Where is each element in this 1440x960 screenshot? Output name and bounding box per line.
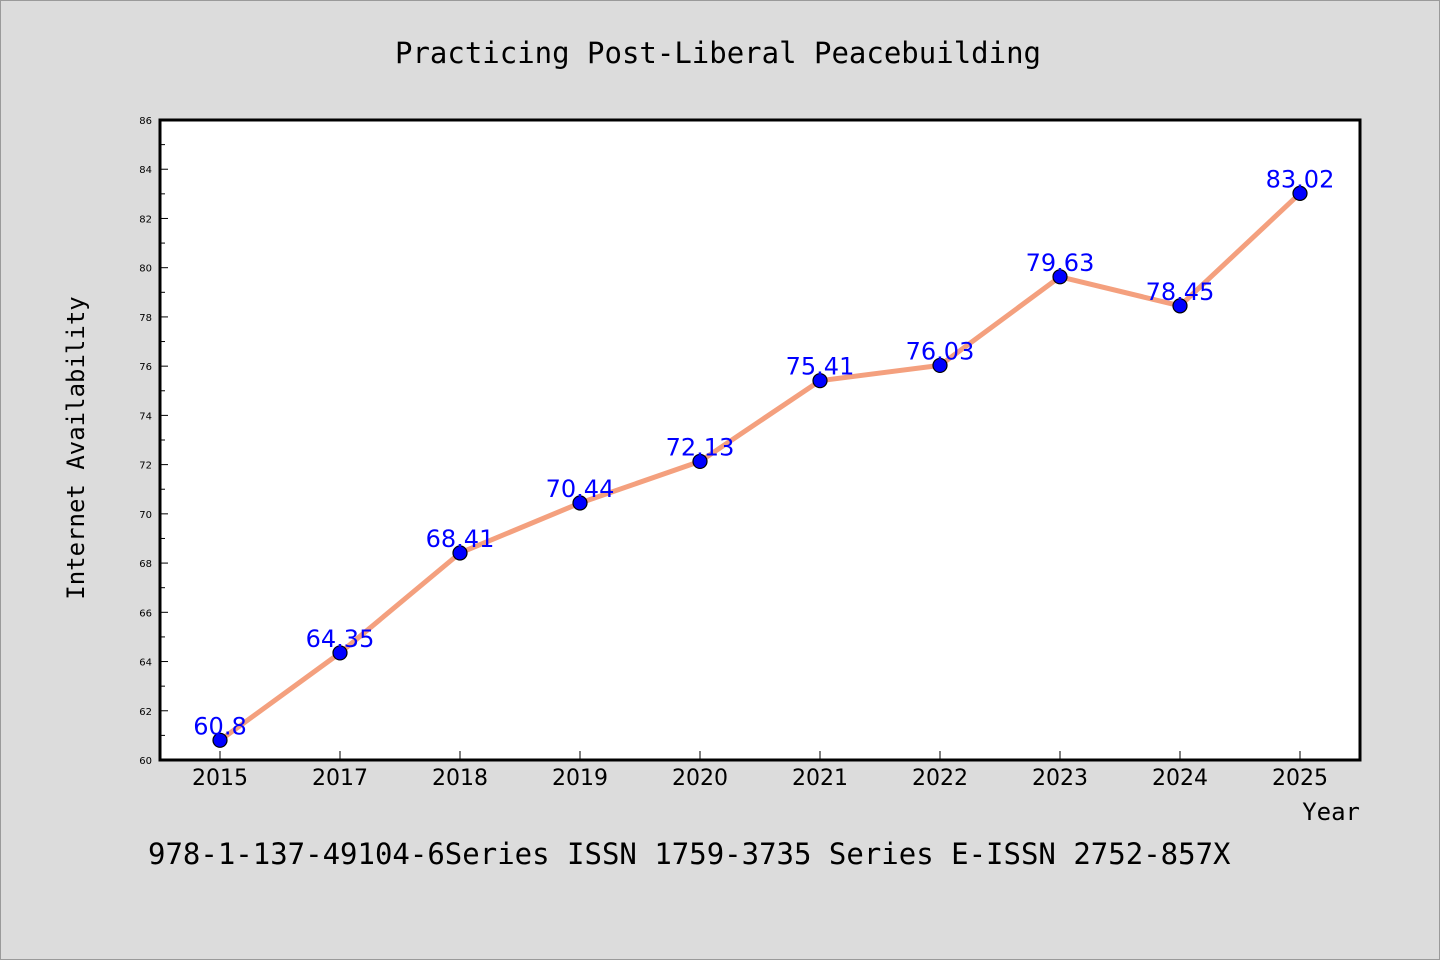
series-markers <box>212 185 1308 748</box>
data-label-2021: 75.41 <box>786 353 855 381</box>
y-tick-label: 70 <box>139 510 152 521</box>
y-tick-label: 60 <box>139 756 152 767</box>
data-point-2017 <box>332 645 348 661</box>
x-tick-label: 2020 <box>672 766 728 791</box>
x-tick-label: 2015 <box>192 766 248 791</box>
data-label-2018: 68.41 <box>426 525 495 553</box>
data-point-2022 <box>932 357 948 374</box>
data-label-2022: 76.03 <box>906 337 975 365</box>
data-point-2021 <box>812 373 828 389</box>
data-label-2023: 79.63 <box>1026 249 1095 277</box>
x-tick-label: 2017 <box>312 766 368 791</box>
series-line-path <box>217 190 1303 743</box>
y-tick-label: 76 <box>139 362 152 373</box>
y-tick-label: 86 <box>139 116 152 127</box>
x-tick-label: 2021 <box>792 766 848 791</box>
y-tick-label: 82 <box>139 214 152 225</box>
x-tick-label: 2025 <box>1272 766 1328 791</box>
x-axis: 2015 2017 2018 2019 2020 2021 2022 2023 2024 2025 <box>192 751 1328 791</box>
y-tick-label: 84 <box>139 165 152 176</box>
x-tick-label: 2023 <box>1032 766 1088 791</box>
footer-isbn-issn: 978-1-137-49104-6Series ISSN 1759-3735 S… <box>148 837 1231 871</box>
y-tick-label: 74 <box>139 411 152 422</box>
y-tick-label: 80 <box>139 264 152 275</box>
data-label-2024: 78.45 <box>1146 278 1215 306</box>
x-tick-label: 2018 <box>432 766 488 791</box>
y-tick-label: 72 <box>139 461 152 472</box>
y-tick-label: 66 <box>139 608 152 619</box>
y-tick-label: 64 <box>139 658 152 669</box>
data-labels: 60.8 64.35 68.41 70.44 72.13 75.41 76.03 79.63 7… <box>193 165 1334 740</box>
y-axis-label: Internet Availability <box>62 296 90 599</box>
data-label-2019: 70.44 <box>546 475 615 503</box>
data-point-2018 <box>452 545 468 561</box>
plot-area <box>158 118 1362 762</box>
x-tick-label: 2024 <box>1152 766 1208 791</box>
data-label-2020: 72.13 <box>666 433 735 461</box>
y-tick-label: 78 <box>139 313 152 324</box>
x-tick-label: 2022 <box>912 766 968 791</box>
data-point-2024 <box>1172 298 1188 314</box>
y-tick-label: 68 <box>139 559 152 570</box>
y-axis: 60 62 64 66 68 70 72 74 76 78 80 82 84 86 <box>139 116 168 767</box>
data-point-2015 <box>212 732 228 748</box>
data-label-2025: 83.02 <box>1266 165 1335 193</box>
data-point-2025 <box>1292 185 1308 201</box>
x-axis-label: Year <box>1302 798 1360 826</box>
data-point-2019 <box>572 495 588 511</box>
x-tick-label: 2019 <box>552 766 608 791</box>
data-point-2023 <box>1052 269 1068 285</box>
data-point-2020 <box>692 453 708 470</box>
data-label-2017: 64.35 <box>306 625 375 653</box>
data-label-2015: 60.8 <box>193 712 246 740</box>
y-tick-label: 62 <box>139 707 152 718</box>
series-line <box>217 190 1303 743</box>
chart-title: Practicing Post-Liberal Peacebuilding <box>395 36 1041 70</box>
